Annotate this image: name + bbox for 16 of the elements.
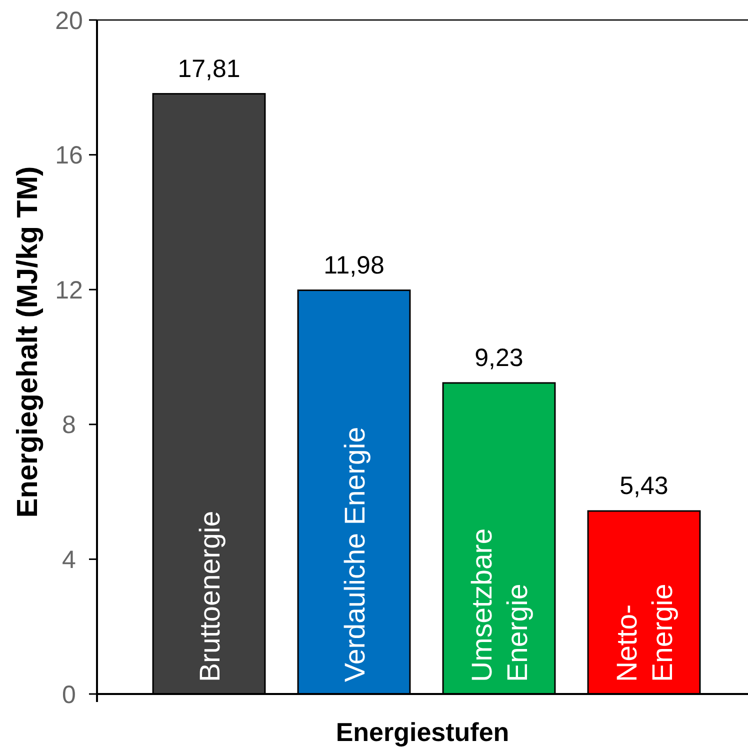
y-tick-label: 12 <box>55 276 83 304</box>
x-tick-label: Bruttoenergie <box>194 510 226 682</box>
data-label: 11,98 <box>324 251 384 280</box>
y-tick-label: 16 <box>55 142 83 170</box>
y-tick-label: 8 <box>62 411 76 440</box>
data-label: 5,43 <box>620 472 668 500</box>
x-axis-title: Energiestufen <box>336 717 510 747</box>
y-tick-label: 20 <box>55 6 83 35</box>
data-label: 17,81 <box>178 54 240 83</box>
y-tick-label: 4 <box>62 546 76 574</box>
x-tick-label: Verdauliche Energie <box>339 426 372 682</box>
data-label: 9,23 <box>474 344 524 372</box>
x-tick-label: Netto-Energie <box>611 584 680 682</box>
y-axis-title: Energiegehalt (MJ/kg TM) <box>12 166 44 518</box>
x-tick-label: Umsetzbare Energie <box>466 528 534 682</box>
y-tick-label: 0 <box>62 680 76 709</box>
